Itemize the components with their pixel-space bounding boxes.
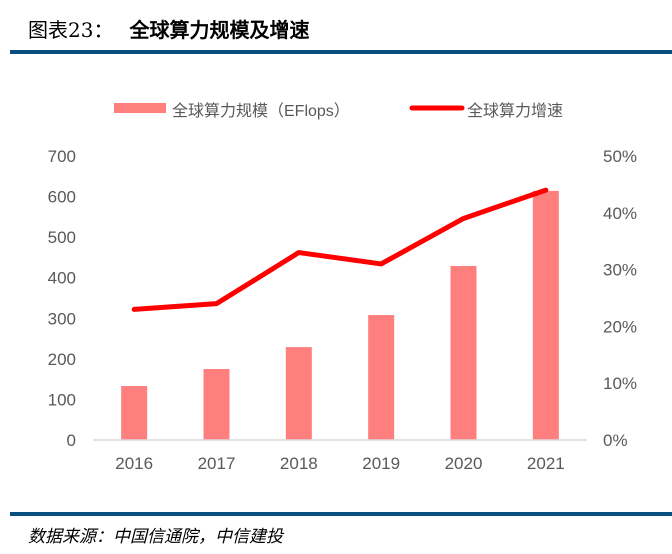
growth-line: [131, 187, 549, 312]
y-right-tick-label: 20%: [603, 317, 637, 336]
y-right-tick-label: 30%: [603, 261, 637, 280]
y-left-tick-label: 400: [48, 269, 76, 288]
x-tick-label: 2020: [445, 454, 483, 473]
y-right-tick-label: 0%: [603, 431, 628, 450]
y-left-tick-label: 100: [48, 390, 76, 409]
top-divider: [10, 50, 672, 54]
bar-2020: [450, 265, 477, 440]
bar-2016: [121, 386, 148, 440]
legend-label-line: 全球算力增速: [467, 101, 563, 120]
x-tick-label: 2019: [362, 454, 400, 473]
y-right-tick-label: 50%: [603, 147, 637, 166]
chart-title: 图表23： 全球算力规模及增速: [28, 14, 309, 43]
bottom-divider: [10, 512, 672, 516]
y-left-tick-label: 300: [48, 309, 76, 328]
figure-title: 全球算力规模及增速: [129, 18, 310, 42]
bar-2019: [368, 315, 395, 440]
x-tick-label: 2018: [280, 454, 318, 473]
figure-number: 图表23：: [28, 18, 114, 42]
bar-2021: [532, 190, 559, 440]
legend-label-bar: 全球算力规模（EFlops）: [172, 101, 350, 120]
bar-2017: [203, 369, 230, 440]
x-tick-label: 2017: [198, 454, 236, 473]
x-tick-label: 2016: [115, 454, 153, 473]
x-tick-label: 2021: [527, 454, 565, 473]
y-left-tick-label: 500: [48, 228, 76, 247]
y-left-tick-label: 0: [67, 431, 76, 450]
y-left-tick-label: 700: [48, 147, 76, 166]
data-source: 数据来源：中国信通院，中信建投: [28, 527, 283, 547]
legend: 全球算力规模（EFlops） 全球算力增速: [114, 101, 563, 120]
bar-2018: [285, 347, 312, 440]
legend-swatch-bar: [114, 103, 166, 113]
y-left-tick-label: 200: [48, 350, 76, 369]
y-left-tick-label: 600: [48, 188, 76, 207]
y-right-tick-label: 40%: [603, 204, 637, 223]
y-right-tick-label: 10%: [603, 374, 637, 393]
chart: 全球算力规模（EFlops） 全球算力增速 0 100 200 300 400 500 60…: [48, 101, 637, 473]
